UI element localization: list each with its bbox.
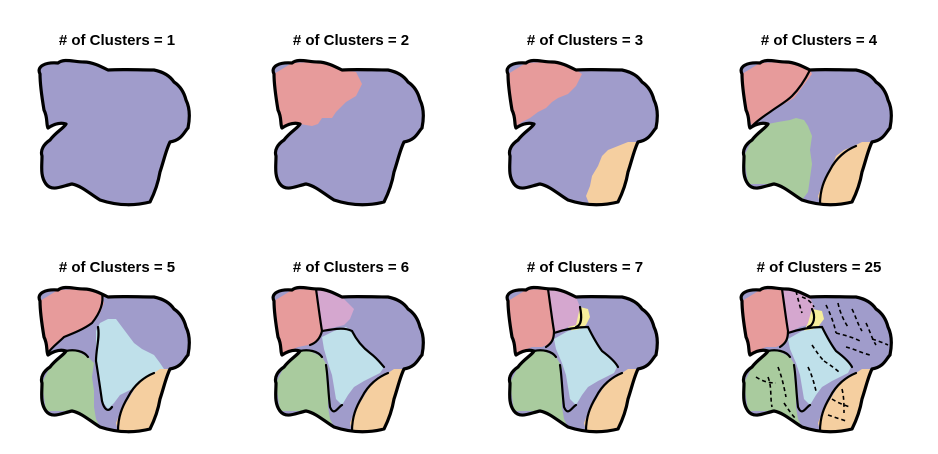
cluster-region <box>276 351 334 427</box>
subcluster-boundary <box>825 304 837 334</box>
cluster-region <box>274 62 362 128</box>
subcluster-boundary <box>865 322 877 346</box>
region-map <box>37 58 191 207</box>
cluster-region <box>42 351 100 427</box>
cluster-region <box>274 289 322 355</box>
subcluster-boundary <box>831 398 851 408</box>
panel-title: # of Clusters = 3 <box>526 32 644 49</box>
region-map <box>271 58 425 207</box>
subcluster-boundary <box>767 376 773 408</box>
cluster-region <box>584 369 638 431</box>
panel-k3: # of Clusters = 3 <box>468 0 702 227</box>
island-outline <box>505 58 659 207</box>
cluster-boundary <box>46 291 104 355</box>
cluster-boundary <box>116 371 156 432</box>
cluster-region <box>350 369 404 431</box>
subcluster-boundary <box>783 402 797 420</box>
panel-k5: # of Clusters = 5 <box>0 227 234 454</box>
subcluster-boundary <box>777 366 787 398</box>
region-map <box>739 58 893 207</box>
region-map <box>37 285 191 434</box>
panel-k4: # of Clusters = 4 <box>702 0 936 227</box>
panel-title: # of Clusters = 7 <box>526 259 644 276</box>
cluster-region <box>508 289 554 355</box>
cluster-boundary <box>792 363 812 413</box>
subcluster-boundary <box>851 308 863 332</box>
cluster-boundary <box>574 305 583 329</box>
cluster-region <box>316 289 354 331</box>
cluster-region <box>744 118 812 200</box>
panel-title: # of Clusters = 5 <box>58 259 176 276</box>
subcluster-boundary <box>807 366 817 392</box>
panel-k7: # of Clusters = 7 <box>468 227 702 454</box>
panel-k25: # of Clusters = 25 <box>702 227 936 454</box>
subcluster-boundary <box>871 338 889 346</box>
cluster-region <box>40 289 104 353</box>
panel-title: # of Clusters = 6 <box>292 259 410 276</box>
subcluster-boundary <box>827 414 847 422</box>
cluster-boundary <box>532 349 558 359</box>
cluster-boundary <box>64 349 90 359</box>
cluster-boundary <box>350 371 390 432</box>
cluster-region <box>568 307 590 331</box>
cluster-region <box>788 327 852 405</box>
subcluster-boundary <box>801 296 815 308</box>
subcluster-boundary <box>845 346 871 356</box>
panel-title: # of Clusters = 25 <box>756 259 882 276</box>
cluster-region <box>548 289 582 333</box>
cluster-region <box>508 62 582 126</box>
subcluster-boundary <box>823 360 841 374</box>
panel-title: # of Clusters = 4 <box>760 32 878 49</box>
cluster-boundary <box>584 371 624 432</box>
cluster-boundary <box>94 325 114 411</box>
region-map <box>739 285 893 434</box>
panel-title: # of Clusters = 1 <box>58 32 176 49</box>
cluster-boundary <box>806 307 816 329</box>
cluster-boundary <box>786 325 854 369</box>
cluster-region <box>39 60 190 205</box>
island-outline <box>505 285 659 434</box>
region-map <box>505 58 659 207</box>
cluster-region <box>116 369 170 431</box>
cluster-boundary <box>818 371 858 432</box>
panel-k6: # of Clusters = 6 <box>234 227 468 454</box>
cluster-region <box>818 142 872 204</box>
panel-k1: # of Clusters = 1 <box>0 0 234 227</box>
subcluster-boundary <box>811 344 825 362</box>
cluster-boundary <box>544 287 556 349</box>
subcluster-boundary <box>755 376 777 384</box>
cluster-boundary <box>778 287 790 349</box>
cluster-boundary <box>320 327 386 369</box>
cluster-region <box>742 289 788 355</box>
island-outline <box>739 58 893 207</box>
panel-k2: # of Clusters = 2 <box>234 0 468 227</box>
cluster-region <box>782 289 814 333</box>
cluster-region <box>744 351 802 427</box>
cluster-boundary <box>766 349 792 359</box>
cluster-boundary <box>552 325 620 369</box>
cluster-region <box>510 351 568 427</box>
cluster-region <box>586 142 638 205</box>
subcluster-boundary <box>837 302 849 328</box>
island-outline <box>37 58 191 207</box>
cluster-boundary <box>818 144 858 205</box>
subcluster-boundary <box>841 388 845 414</box>
island-outline <box>271 285 425 434</box>
region-map <box>505 285 659 434</box>
island-outline <box>739 285 893 434</box>
cluster-region <box>322 327 384 405</box>
cluster-boundary <box>298 349 324 359</box>
cluster-region <box>742 62 812 126</box>
cluster-boundary <box>324 363 344 413</box>
panel-title: # of Clusters = 2 <box>292 32 410 49</box>
cluster-boundary <box>558 363 578 413</box>
island-outline <box>37 285 191 434</box>
subcluster-boundary <box>795 290 803 314</box>
cluster-region <box>554 327 618 405</box>
region-map <box>271 285 425 434</box>
island-outline <box>271 58 425 207</box>
cluster-boundary <box>750 68 812 128</box>
subcluster-boundary <box>835 332 861 342</box>
